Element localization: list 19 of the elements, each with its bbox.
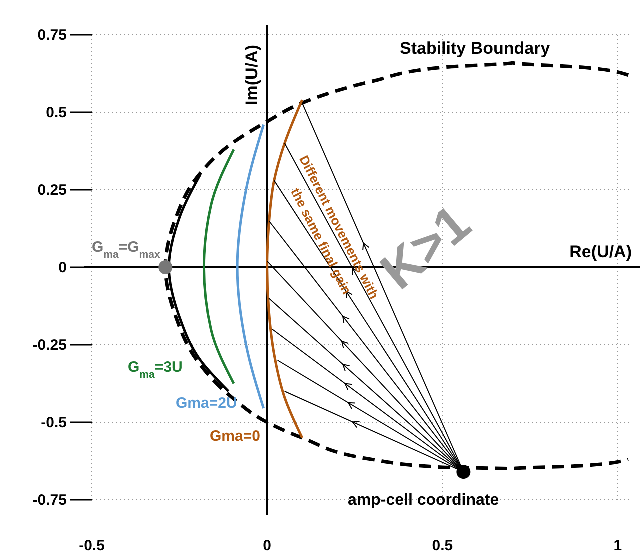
x-tick-label: 1 (614, 538, 622, 555)
y-tick-label: -0.25 (32, 336, 67, 354)
annotation: G$_{ma}$=3U (128, 359, 183, 381)
y-tick-label: 0.25 (38, 182, 67, 199)
annotation: amp-cell coordinate (348, 492, 500, 509)
y-tick-label: -0.75 (32, 492, 67, 509)
y-tick-label: 0.75 (38, 26, 67, 44)
x-tick-label: 0 (263, 538, 272, 555)
annotation: Stability Boundary (400, 39, 551, 58)
x-tick-label: -0.5 (79, 538, 105, 555)
x-tick-label: 0.5 (432, 538, 454, 555)
y-axis-title: Im(U/A) (242, 45, 262, 106)
y-tick-label: 0.5 (46, 104, 67, 122)
y-tick-label: -0.5 (41, 414, 67, 432)
annotation: Gma=0 (210, 428, 260, 445)
y-tick-label: 0 (58, 259, 67, 276)
annotation: Gma=2U (176, 395, 238, 412)
x-axis-title: Re(U/A) (570, 242, 632, 262)
annotation: G$_{ma}$=G$_{max}$ (92, 239, 160, 261)
